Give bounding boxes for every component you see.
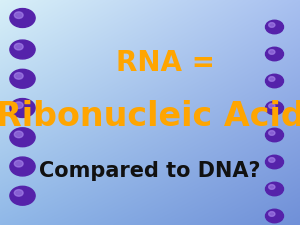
Circle shape — [10, 69, 35, 88]
Circle shape — [10, 99, 35, 117]
Circle shape — [266, 128, 284, 142]
Text: Ribonucleic Acid: Ribonucleic Acid — [0, 101, 300, 133]
Circle shape — [14, 43, 23, 50]
Circle shape — [10, 186, 35, 205]
Text: Compared to DNA?: Compared to DNA? — [39, 161, 261, 181]
Circle shape — [266, 209, 284, 223]
Circle shape — [14, 12, 23, 18]
Text: RNA =: RNA = — [116, 49, 214, 77]
Circle shape — [269, 76, 275, 81]
Circle shape — [14, 190, 23, 196]
Circle shape — [269, 104, 275, 108]
Circle shape — [266, 74, 284, 88]
Circle shape — [269, 184, 275, 189]
Circle shape — [14, 160, 23, 167]
Circle shape — [269, 158, 275, 162]
Circle shape — [10, 9, 35, 27]
Circle shape — [10, 128, 35, 147]
Circle shape — [14, 102, 23, 108]
Circle shape — [266, 101, 284, 115]
Circle shape — [266, 20, 284, 34]
Circle shape — [269, 212, 275, 216]
Circle shape — [14, 73, 23, 79]
Circle shape — [269, 130, 275, 135]
Circle shape — [266, 47, 284, 61]
Circle shape — [269, 22, 275, 27]
Circle shape — [266, 182, 284, 196]
Circle shape — [266, 155, 284, 169]
Circle shape — [10, 157, 35, 176]
Circle shape — [269, 50, 275, 54]
Circle shape — [14, 131, 23, 138]
Circle shape — [10, 40, 35, 59]
